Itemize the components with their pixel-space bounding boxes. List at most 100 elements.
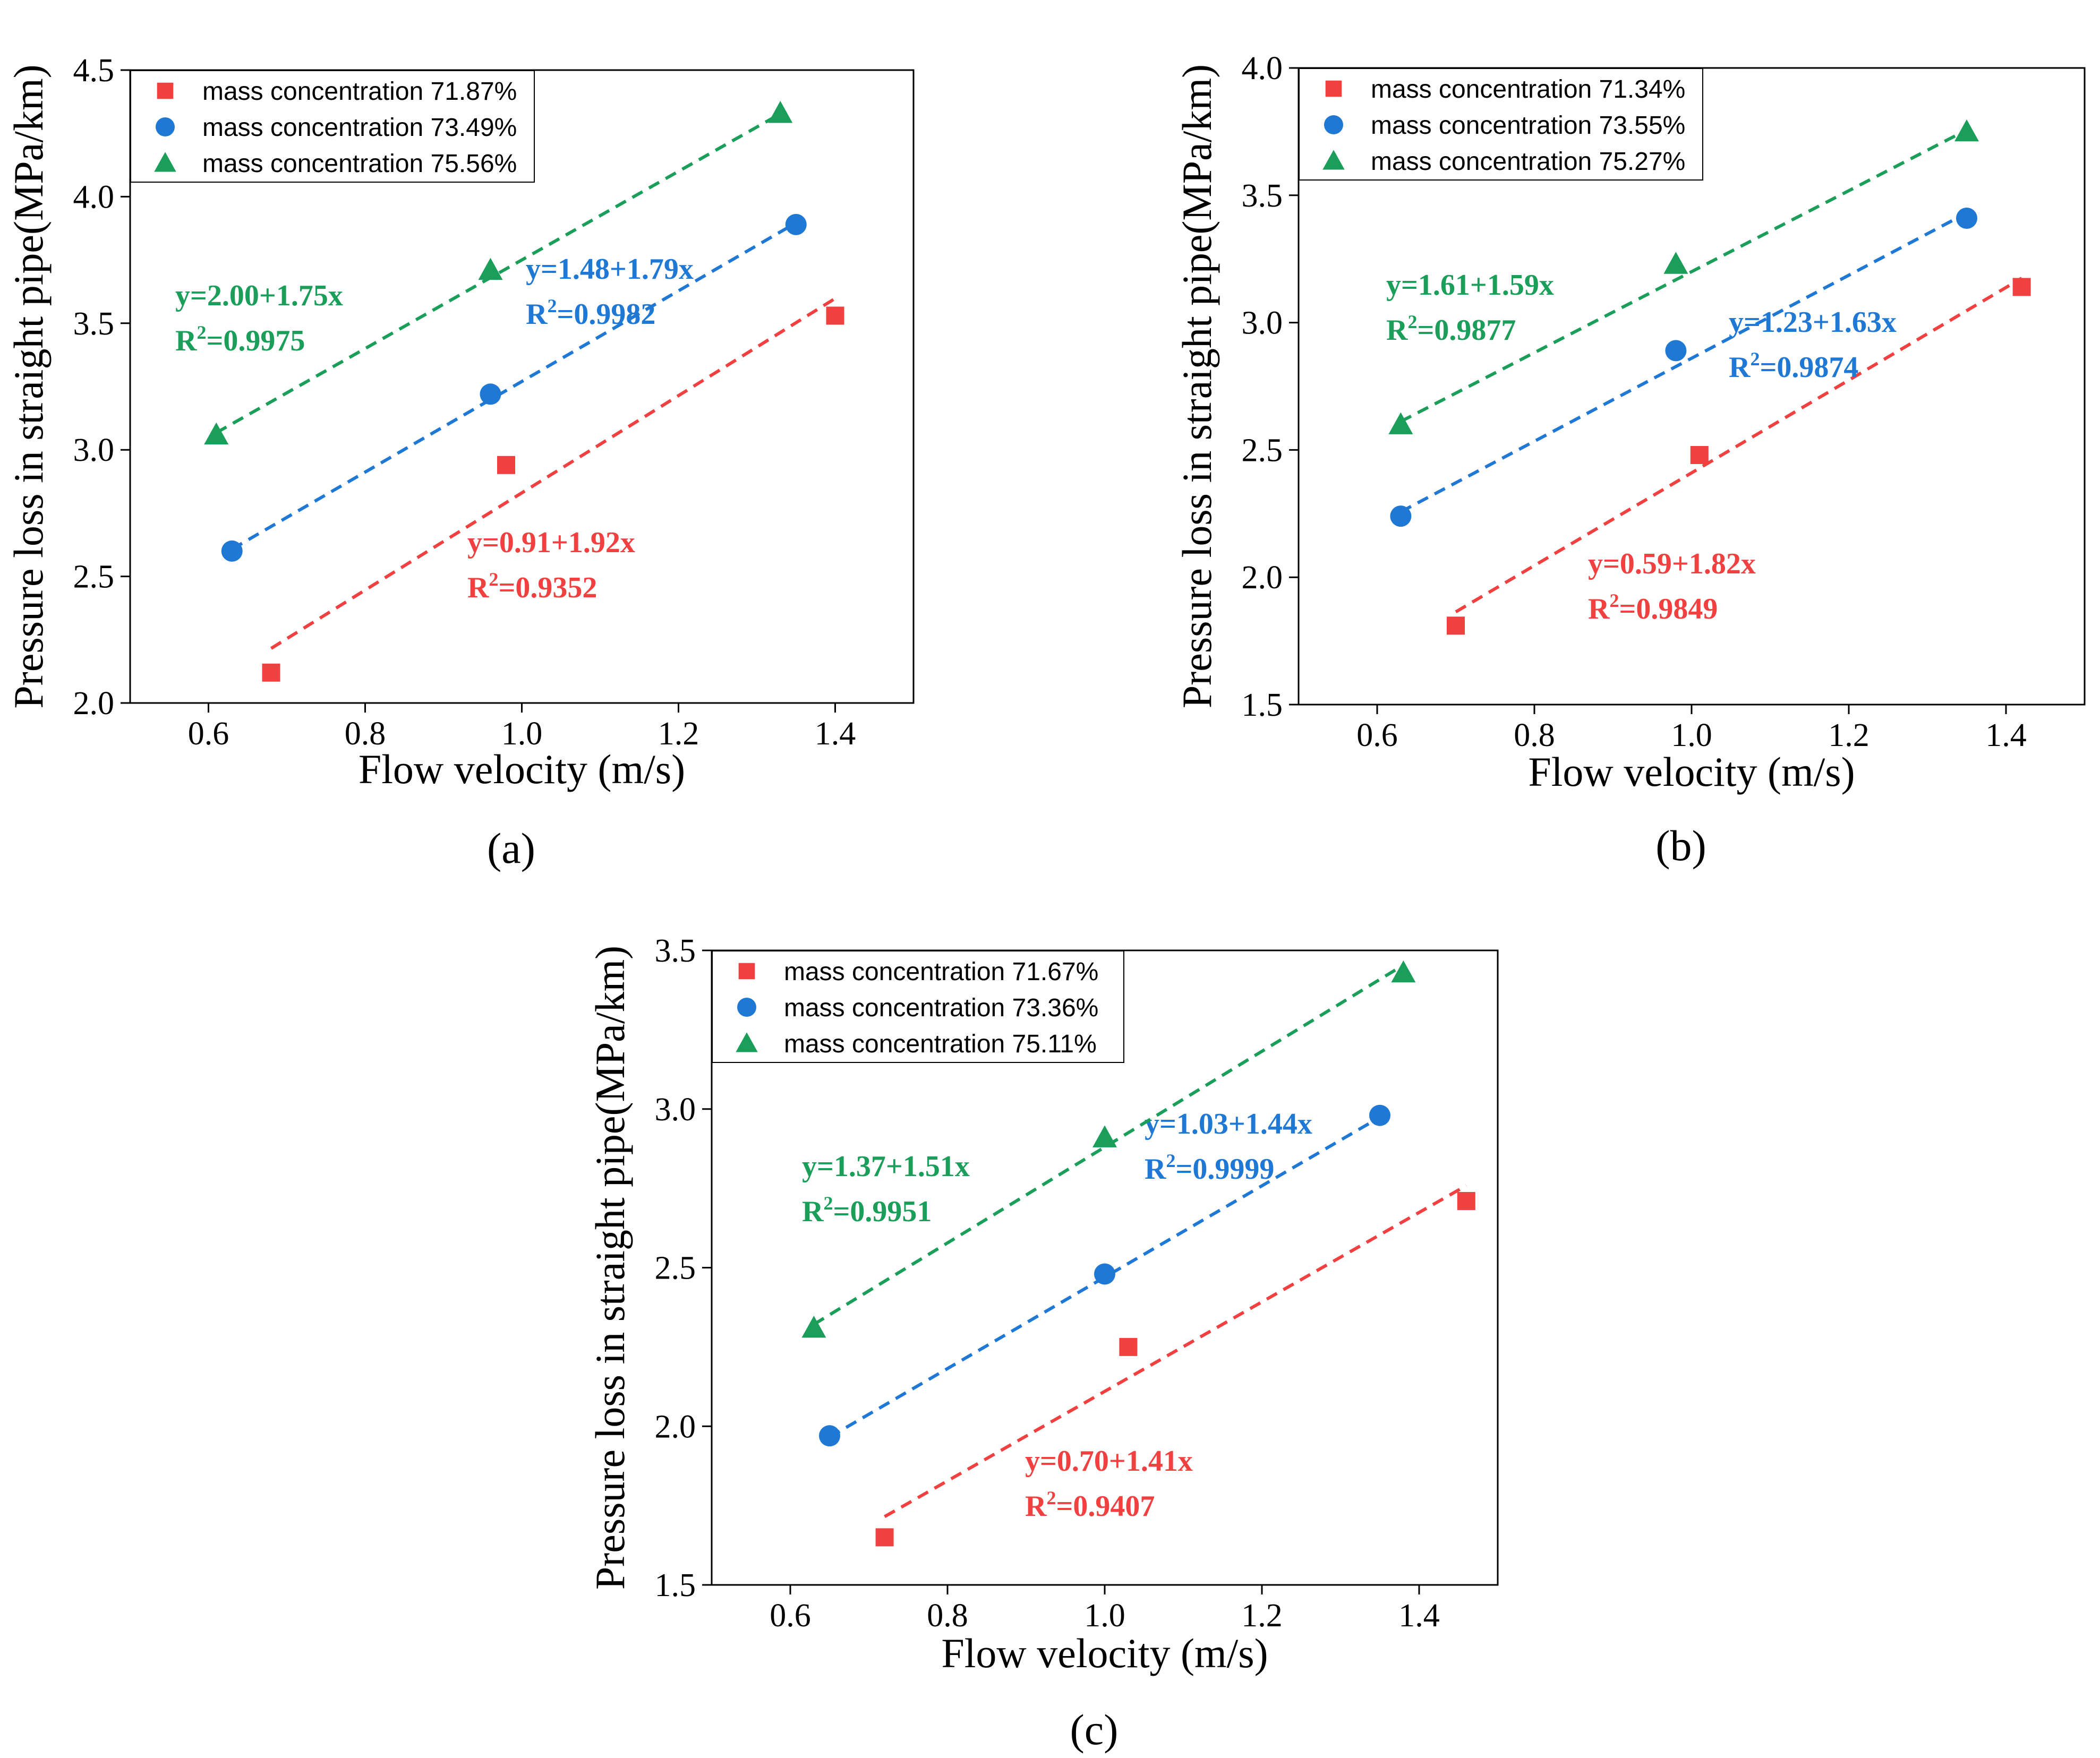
- r-squared: R2=0.9951: [802, 1193, 932, 1228]
- data-point: [2012, 278, 2031, 296]
- r-squared: R2=0.9999: [1145, 1150, 1274, 1186]
- y-tick-label: 1.5: [1242, 687, 1283, 723]
- legend-label: mass concentration 75.56%: [202, 150, 517, 178]
- y-tick-label: 2.0: [655, 1409, 696, 1445]
- fit-equation: y=1.48+1.79x: [526, 253, 694, 286]
- x-tick-label: 1.4: [1985, 717, 2027, 753]
- r-squared: R2=0.9877: [1386, 311, 1516, 347]
- y-tick-label: 3.5: [655, 933, 696, 969]
- legend-label: mass concentration 75.11%: [784, 1030, 1097, 1058]
- legend-label: mass concentration 73.36%: [784, 994, 1098, 1022]
- fit-line: [270, 297, 836, 650]
- series-triangle: y=2.00+1.75x R2=0.9975: [175, 101, 793, 444]
- legend-label: mass concentration 73.49%: [202, 114, 517, 142]
- series-square: y=0.59+1.82x R2=0.9849: [1447, 277, 2031, 635]
- x-tick-label: 0.6: [1356, 717, 1398, 753]
- fit-equation: y=1.03+1.44x: [1145, 1108, 1312, 1140]
- data-point: [1092, 1125, 1117, 1147]
- panel-label: (b): [1655, 821, 1706, 870]
- fit-line: [829, 1116, 1381, 1439]
- legend-marker: [1324, 115, 1343, 134]
- y-tick-label: 2.5: [655, 1250, 696, 1287]
- data-point: [1665, 340, 1687, 362]
- data-point: [204, 422, 229, 444]
- data-point: [1690, 445, 1709, 464]
- data-point: [480, 383, 501, 405]
- fit-equation: y=0.91+1.92x: [467, 526, 635, 559]
- data-point: [1391, 960, 1416, 983]
- legend-marker: [736, 1032, 758, 1052]
- y-axis-label: Pressure loss in straight pipe(MPa/km): [1174, 64, 1220, 708]
- legend-label: mass concentration 71.87%: [202, 78, 517, 106]
- fit-equation: y=1.37+1.51x: [802, 1150, 970, 1183]
- data-point: [1388, 412, 1413, 434]
- data-point: [1094, 1263, 1115, 1285]
- fit-equation: y=0.59+1.82x: [1588, 547, 1756, 580]
- x-tick-label: 0.8: [345, 716, 386, 752]
- data-point: [801, 1316, 826, 1338]
- x-axis-label: Flow velocity (m/s): [1528, 749, 1855, 795]
- legend-box: [130, 70, 535, 183]
- legend-label: mass concentration 71.34%: [1371, 75, 1685, 104]
- r-squared: R2=0.9874: [1729, 348, 1858, 384]
- x-tick-label: 0.8: [1514, 717, 1555, 753]
- x-tick-label: 0.8: [927, 1598, 968, 1634]
- y-tick-label: 2.5: [1242, 432, 1283, 468]
- x-tick-label: 1.2: [658, 716, 699, 752]
- legend-marker: [154, 152, 176, 172]
- data-point: [1954, 119, 1979, 142]
- data-point: [1369, 1104, 1390, 1126]
- x-tick-label: 1.0: [1084, 1598, 1125, 1634]
- x-tick-label: 1.4: [1398, 1598, 1440, 1634]
- y-tick-label: 3.5: [1242, 178, 1283, 214]
- x-tick-label: 1.2: [1828, 717, 1869, 753]
- r-squared: R2=0.9849: [1588, 590, 1718, 625]
- x-tick-label: 0.6: [188, 716, 229, 752]
- x-axis-label: Flow velocity (m/s): [358, 746, 685, 792]
- legend: mass concentration 71.87% mass concentrat…: [130, 70, 535, 183]
- series-triangle: y=1.37+1.51x R2=0.9951: [801, 960, 1416, 1338]
- legend-marker: [1322, 150, 1345, 170]
- data-point: [785, 213, 807, 235]
- data-point: [221, 540, 243, 562]
- x-tick-label: 0.6: [770, 1598, 811, 1634]
- x-axis-label: Flow velocity (m/s): [941, 1630, 1268, 1676]
- r-squared: R2=0.9407: [1025, 1487, 1155, 1523]
- r-squared: R2=0.9975: [175, 322, 305, 357]
- legend: mass concentration 71.67% mass concentrat…: [712, 950, 1124, 1063]
- y-tick-label: 4.0: [73, 179, 115, 215]
- data-point: [262, 663, 280, 682]
- legend-marker: [738, 963, 755, 980]
- data-point: [1956, 207, 1977, 229]
- series-circle: y=1.03+1.44x R2=0.9999: [819, 1104, 1390, 1447]
- y-tick-label: 2.0: [1242, 560, 1283, 596]
- data-point: [1390, 505, 1412, 527]
- y-tick-label: 3.5: [73, 306, 115, 342]
- data-point: [1457, 1192, 1475, 1211]
- y-tick-label: 1.5: [655, 1567, 696, 1603]
- r-squared: R2=0.9982: [526, 295, 655, 331]
- chart-panel-1: 0.6 0.8 1.0 1.2 1.4 2.0 2.5 3.0 3.5 4.0 4.5 Flow ve…: [5, 53, 915, 872]
- legend-box: [1299, 68, 1703, 181]
- legend-label: mass concentration 75.27%: [1371, 148, 1685, 176]
- fit-equation: y=2.00+1.75x: [175, 279, 343, 312]
- series-triangle: y=1.61+1.59x R2=0.9877: [1386, 119, 1979, 434]
- panel-label: (a): [487, 824, 535, 872]
- data-point: [875, 1528, 894, 1547]
- y-tick-label: 4.0: [1242, 50, 1283, 87]
- y-tick-label: 3.0: [1242, 305, 1283, 341]
- fit-line: [884, 1184, 1467, 1519]
- data-point: [478, 258, 503, 280]
- fit-line: [231, 221, 797, 551]
- fit-equation: y=1.61+1.59x: [1386, 269, 1554, 302]
- series-square: y=0.91+1.92x R2=0.9352: [262, 297, 844, 682]
- fit-line: [1399, 211, 1968, 513]
- data-point: [768, 101, 793, 123]
- legend-label: mass concentration 73.55%: [1371, 112, 1685, 140]
- chart-panel-3: 0.6 0.8 1.0 1.2 1.4 1.5 2.0 2.5 3.0 3.5 Flow veloc…: [587, 933, 1499, 1754]
- panel-label: (c): [1070, 1705, 1118, 1754]
- y-tick-label: 4.5: [73, 53, 115, 89]
- legend-marker: [737, 998, 756, 1017]
- data-point: [1119, 1337, 1138, 1356]
- data-point: [826, 306, 844, 325]
